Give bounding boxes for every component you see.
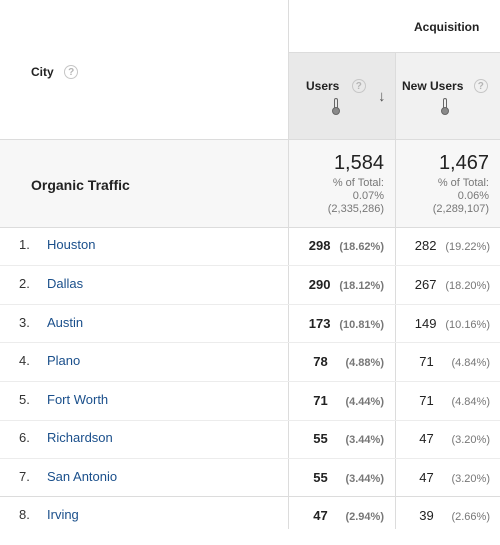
new-users-pct: (3.20%) — [451, 434, 490, 446]
users-pct-label: % of Total: — [332, 177, 384, 189]
users-value: 298 — [308, 238, 331, 253]
users-pct: (10.81%) — [339, 319, 384, 331]
acquisition-group-header: Acquisition — [414, 20, 480, 34]
new-users-pct-of-total: 0.06% — [457, 190, 489, 202]
city-link[interactable]: Irving — [47, 507, 79, 522]
new-users-value: 71 — [419, 354, 434, 369]
new-users-total-block: 1,467 % of Total: 0.06% (2,289,107) — [400, 152, 489, 216]
segment-row-bg — [0, 140, 500, 227]
new-users-cell: 47 (3.20%) — [419, 430, 490, 448]
users-pct: (3.44%) — [345, 473, 384, 485]
users-cell: 55 (3.44%) — [313, 430, 384, 448]
new-users-pct: (4.84%) — [451, 396, 490, 408]
new-users-column-header[interactable]: New Users ? — [402, 77, 488, 95]
new-users-cell: 267 (18.20%) — [415, 276, 490, 294]
users-cell: 47 (2.94%) — [313, 507, 384, 525]
users-value: 78 — [313, 354, 328, 369]
row-index: 1. — [19, 237, 30, 252]
new-users-value: 267 — [414, 277, 437, 292]
new-users-pct: (2.66%) — [451, 511, 490, 523]
new-users-pct-label: % of Total: — [437, 177, 489, 189]
city-link[interactable]: Richardson — [47, 430, 113, 445]
city-header-label: City — [31, 65, 54, 79]
new-users-value: 47 — [419, 431, 434, 446]
new-users-value: 282 — [414, 238, 437, 253]
new-users-header-label: New Users — [402, 79, 464, 93]
users-pct: (4.44%) — [345, 396, 384, 408]
new-users-total: 1,467 — [438, 152, 489, 174]
users-pct: (3.44%) — [345, 434, 384, 446]
help-icon[interactable]: ? — [473, 78, 488, 93]
new-users-cell: 47 (3.20%) — [419, 469, 490, 487]
sort-descending-icon[interactable]: ↓ — [378, 88, 386, 105]
row-index: 8. — [19, 507, 30, 522]
thermometer-icon — [332, 98, 340, 115]
users-pct-of-total: 0.07% — [352, 190, 384, 202]
users-total: 1,584 — [333, 152, 384, 174]
users-pct: (18.62%) — [339, 241, 384, 253]
table-row: 7. San Antonio 55 (3.44%) 47 (3.20%) — [0, 469, 500, 507]
users-cell: 71 (4.44%) — [313, 392, 384, 410]
row-index: 7. — [19, 469, 30, 484]
city-column-header[interactable]: City ? — [31, 63, 79, 81]
new-users-value: 39 — [419, 508, 434, 523]
users-value: 71 — [313, 393, 328, 408]
users-value: 55 — [313, 431, 328, 446]
thermometer-icon — [441, 98, 449, 115]
new-users-cell: 39 (2.66%) — [419, 507, 490, 525]
new-users-site-total: (2,289,107) — [432, 203, 489, 215]
users-site-total: (2,335,286) — [327, 203, 384, 215]
users-cell: 298 (18.62%) — [309, 237, 384, 255]
table-row: 5. Fort Worth 71 (4.44%) 71 (4.84%) — [0, 392, 500, 430]
help-icon[interactable]: ? — [351, 78, 366, 93]
new-users-cell: 282 (19.22%) — [415, 237, 490, 255]
city-link[interactable]: San Antonio — [47, 469, 118, 484]
city-link[interactable]: Plano — [47, 353, 81, 368]
row-index: 4. — [19, 353, 30, 368]
row-index: 6. — [19, 430, 30, 445]
city-link[interactable]: Dallas — [47, 276, 84, 291]
users-column-header[interactable]: Users ? — [306, 77, 366, 95]
users-cell: 55 (3.44%) — [313, 469, 384, 487]
table-row: 2. Dallas 290 (18.12%) 267 (18.20%) — [0, 276, 500, 314]
city-link[interactable]: Fort Worth — [47, 392, 109, 407]
new-users-value: 149 — [414, 316, 437, 331]
users-pct: (4.88%) — [345, 357, 384, 369]
users-value: 55 — [313, 470, 328, 485]
new-users-header-bg — [395, 52, 500, 139]
users-header-sorted-bg — [288, 52, 395, 139]
city-link[interactable]: Austin — [47, 315, 84, 330]
new-users-pct: (4.84%) — [451, 357, 490, 369]
users-pct: (18.12%) — [339, 280, 384, 292]
help-icon[interactable]: ? — [64, 64, 79, 79]
new-users-cell: 71 (4.84%) — [419, 392, 490, 410]
users-value: 47 — [313, 508, 328, 523]
table-row: 4. Plano 78 (4.88%) 71 (4.84%) — [0, 353, 500, 391]
users-pct: (2.94%) — [345, 511, 384, 523]
new-users-pct: (10.16%) — [445, 319, 490, 331]
users-cell: 290 (18.12%) — [309, 276, 384, 294]
table-row: 1. Houston 298 (18.62%) 282 (19.22%) — [0, 237, 500, 275]
users-total-block: 1,584 % of Total: 0.07% (2,335,286) — [296, 152, 384, 216]
users-cell: 78 (4.88%) — [313, 353, 384, 371]
segment-name: Organic Traffic — [31, 177, 130, 193]
table-row: 8. Irving 47 (2.94%) 39 (2.66%) — [0, 507, 500, 545]
users-header-label: Users — [306, 79, 340, 93]
users-value: 173 — [308, 316, 331, 331]
new-users-pct: (18.20%) — [445, 280, 490, 292]
users-cell: 173 (10.81%) — [309, 315, 384, 333]
table-row: 6. Richardson 55 (3.44%) 47 (3.20%) — [0, 430, 500, 468]
new-users-pct: (3.20%) — [451, 473, 490, 485]
row-index: 2. — [19, 276, 30, 291]
new-users-cell: 71 (4.84%) — [419, 353, 490, 371]
row-index: 3. — [19, 315, 30, 330]
row-index: 5. — [19, 392, 30, 407]
new-users-cell: 149 (10.16%) — [415, 315, 490, 333]
new-users-pct: (19.22%) — [445, 241, 490, 253]
new-users-value: 47 — [419, 470, 434, 485]
new-users-value: 71 — [419, 393, 434, 408]
users-value: 290 — [308, 277, 331, 292]
table-row: 3. Austin 173 (10.81%) 149 (10.16%) — [0, 315, 500, 353]
city-link[interactable]: Houston — [47, 237, 96, 252]
